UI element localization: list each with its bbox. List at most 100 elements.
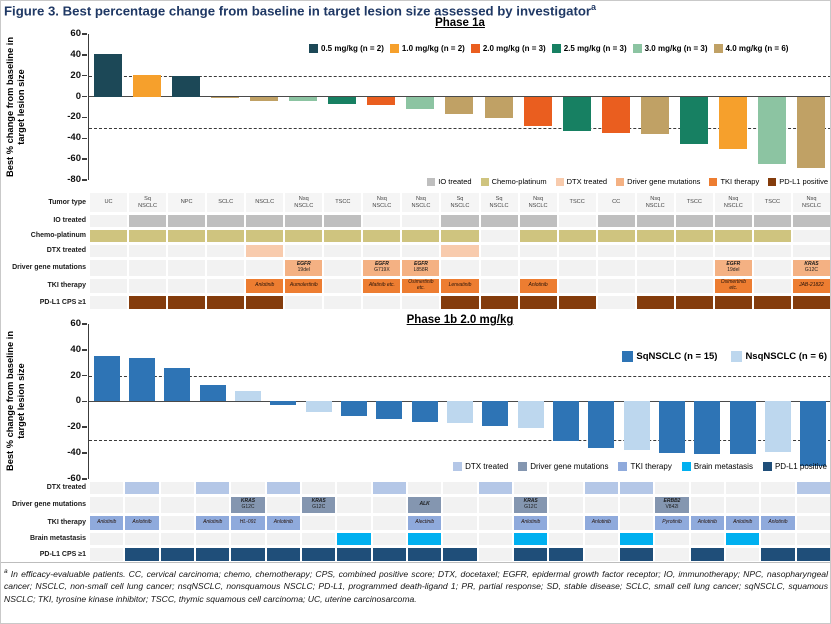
tumor-cell: SCLC — [207, 193, 245, 212]
driver-cell — [480, 260, 518, 276]
pdl1-cell — [285, 296, 323, 309]
tki-cell: Anlotinib — [519, 279, 557, 293]
bar — [367, 96, 396, 105]
driver-cell: KRAS G12C — [514, 497, 548, 513]
gene-mutation-label: G12C — [524, 504, 538, 510]
bar — [517, 401, 544, 429]
figure-title-text: Figure 3. Best percentage change from ba… — [4, 3, 592, 19]
pdl1-cell — [90, 296, 128, 309]
pdl1-cell — [231, 548, 265, 561]
y-axis-line — [87, 324, 89, 479]
chemo-cell — [714, 230, 752, 242]
phase1a-category-legend: IO treated Chemo-platinum DTX treated Drive… — [427, 177, 828, 186]
table-row-label: DTX treated — [46, 484, 86, 492]
driver-cell — [441, 260, 479, 276]
tki-cell — [480, 279, 518, 293]
dtx-cell — [196, 482, 230, 494]
brain-cell — [761, 533, 795, 545]
tki-cell: Alectinib — [408, 516, 442, 530]
tumor-cell: Sq NSCLC — [480, 193, 518, 212]
tki-drug-label: Anlotinib — [203, 519, 223, 526]
tki-cell — [129, 279, 167, 293]
legend-item: NsqNSCLC (n = 6) — [731, 351, 827, 362]
y-tick-mark — [82, 158, 87, 160]
io-cell — [714, 215, 752, 227]
bar — [562, 96, 591, 131]
dtx-cell — [796, 482, 830, 494]
pdl1-cell — [480, 296, 518, 309]
bar — [172, 75, 201, 97]
tki-drug-label: etc. — [729, 285, 738, 291]
tki-drug-label: JAB-21822 — [799, 282, 824, 289]
tki-drug-label: Pyrotinib — [662, 519, 682, 526]
chemo-cell — [441, 230, 479, 242]
bar — [250, 96, 279, 101]
tki-cell — [636, 279, 674, 293]
tki-cell: HL-091 — [231, 516, 265, 530]
bar — [289, 96, 318, 101]
gene-mutation-label: KRAS — [311, 498, 326, 505]
legend-swatch — [632, 44, 642, 53]
pdl1-cell — [726, 548, 760, 561]
legend-item: Brain metastasis — [681, 462, 753, 471]
bar — [340, 401, 367, 416]
pdl1-cell — [761, 548, 795, 561]
chemo-cell — [792, 230, 830, 242]
tki-drug-label: Anlotinib — [697, 519, 717, 526]
tumor-cell: TSCC — [324, 193, 362, 212]
legend-item: DTX treated — [453, 462, 508, 471]
tumor-type-label: NSCLC — [528, 202, 548, 209]
chemo-cell — [753, 230, 791, 242]
tki-drug-label: Anlotinib — [132, 519, 152, 526]
bar — [199, 384, 226, 402]
tki-cell: Afatinib etc. — [363, 279, 401, 293]
legend-swatch — [555, 177, 564, 186]
y-axis-line — [87, 34, 89, 181]
bar — [623, 401, 650, 451]
bar — [718, 96, 747, 149]
legend-label: 3.0 mg/kg (n = 3) — [644, 44, 708, 53]
bar — [764, 401, 791, 452]
dtx-cell — [266, 482, 300, 494]
tumor-type-label: Nsq — [298, 196, 309, 203]
brain-cell — [620, 533, 654, 545]
y-tick-label: -60 — [67, 153, 81, 165]
bar — [270, 401, 297, 406]
pdl1-cell — [196, 548, 230, 561]
dtx-cell — [90, 482, 124, 494]
tki-drug-label: Anlotinib — [97, 519, 117, 526]
driver-cell — [690, 497, 724, 513]
table-row-label: Tumor type — [48, 198, 86, 206]
y-tick-mark — [82, 323, 87, 325]
legend-swatch — [713, 44, 723, 53]
tumor-type-label: NSCLC — [489, 202, 509, 209]
io-cell — [285, 215, 323, 227]
pdl1-cell — [792, 296, 830, 309]
tumor-type-label: NSCLC — [372, 202, 392, 209]
io-cell — [480, 215, 518, 227]
legend-label: Chemo-platinum — [491, 177, 547, 186]
reference-dashed-line — [89, 75, 830, 77]
tki-cell — [324, 279, 362, 293]
bar — [658, 401, 685, 453]
phase1a-dose-legend: 0.5 mg/kg (n = 2) 1.0 mg/kg (n = 2) 2.0 mg… — [309, 44, 788, 53]
pdl1-cell — [636, 296, 674, 309]
y-tick-mark — [82, 452, 87, 454]
tumor-cell: NSCLC — [246, 193, 284, 212]
y-tick-mark — [82, 116, 87, 119]
brain-cell — [726, 533, 760, 545]
dtx-cell — [753, 245, 791, 257]
y-tick-mark — [82, 478, 87, 480]
dtx-cell — [408, 482, 442, 494]
tumor-type-label: NPC — [180, 199, 193, 206]
dtx-cell — [792, 245, 830, 257]
brain-cell — [90, 533, 124, 545]
phase1a-title: Phase 1a — [435, 17, 485, 29]
bar — [800, 401, 827, 466]
tumor-type-label: Nsq — [415, 196, 426, 203]
chemo-cell — [324, 230, 362, 242]
tki-drug-label: Anlotinib — [273, 519, 293, 526]
chemo-cell — [363, 230, 401, 242]
tki-cell — [372, 516, 406, 530]
